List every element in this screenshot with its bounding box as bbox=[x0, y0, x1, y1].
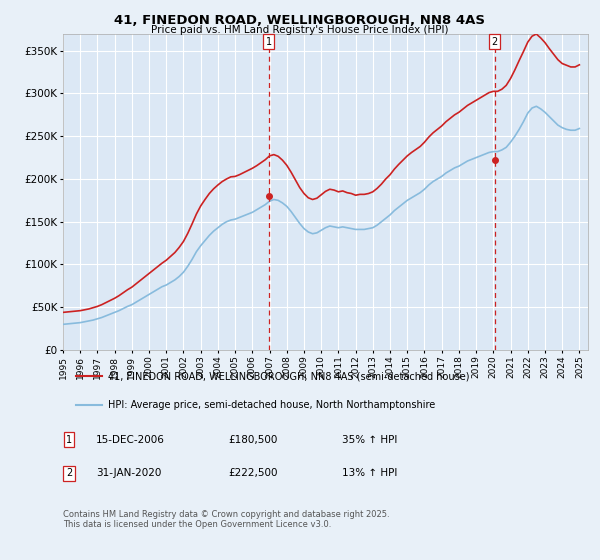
Text: £180,500: £180,500 bbox=[228, 435, 277, 445]
Text: 15-DEC-2006: 15-DEC-2006 bbox=[96, 435, 165, 445]
Text: 31-JAN-2020: 31-JAN-2020 bbox=[96, 468, 161, 478]
Text: 1: 1 bbox=[66, 435, 72, 445]
Text: 2: 2 bbox=[66, 468, 72, 478]
Text: 35% ↑ HPI: 35% ↑ HPI bbox=[342, 435, 397, 445]
Text: HPI: Average price, semi-detached house, North Northamptonshire: HPI: Average price, semi-detached house,… bbox=[107, 400, 435, 410]
Text: 13% ↑ HPI: 13% ↑ HPI bbox=[342, 468, 397, 478]
Text: 41, FINEDON ROAD, WELLINGBOROUGH, NN8 4AS: 41, FINEDON ROAD, WELLINGBOROUGH, NN8 4A… bbox=[115, 14, 485, 27]
Text: Price paid vs. HM Land Registry's House Price Index (HPI): Price paid vs. HM Land Registry's House … bbox=[151, 25, 449, 35]
Text: 41, FINEDON ROAD, WELLINGBOROUGH, NN8 4AS (semi-detached house): 41, FINEDON ROAD, WELLINGBOROUGH, NN8 4A… bbox=[107, 371, 469, 381]
Text: Contains HM Land Registry data © Crown copyright and database right 2025.
This d: Contains HM Land Registry data © Crown c… bbox=[63, 510, 389, 529]
Text: 1: 1 bbox=[266, 37, 272, 47]
Text: 2: 2 bbox=[491, 37, 498, 47]
Text: £222,500: £222,500 bbox=[228, 468, 277, 478]
